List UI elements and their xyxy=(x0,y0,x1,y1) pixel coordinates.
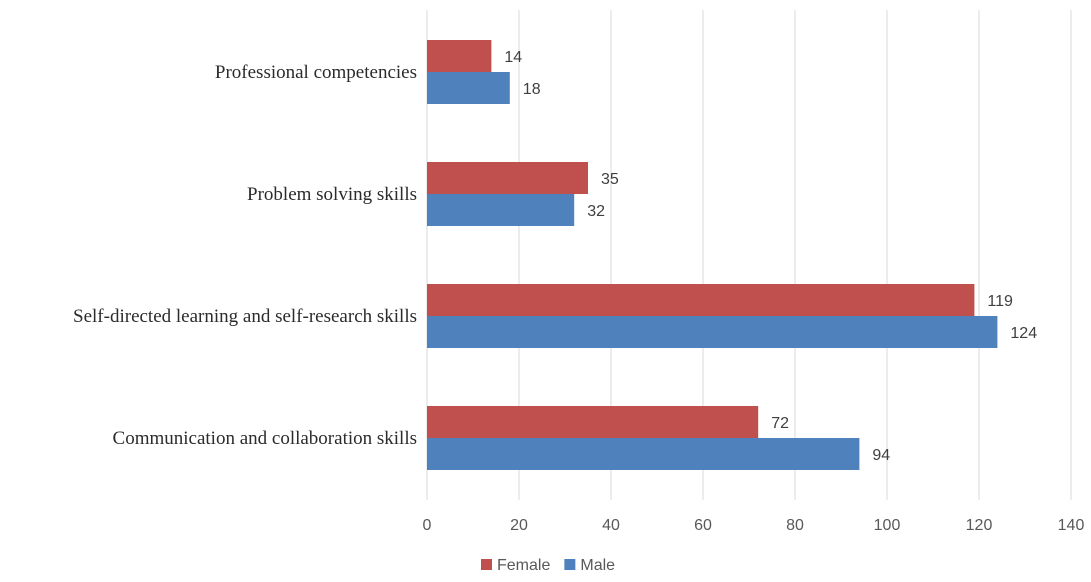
legend-label-female: Female xyxy=(497,557,550,574)
bar-male-professional-competencies xyxy=(427,72,510,104)
value-label-female-problem-solving-skills: 35 xyxy=(601,171,619,188)
x-tick-label-140: 140 xyxy=(1058,517,1085,534)
bar-female-self-directed-learning-and-self-research-skills xyxy=(427,284,975,316)
category-label-self-directed-learning-and-self-research-skills: Self-directed learning and self-research… xyxy=(73,306,417,327)
category-label-communication-and-collaboration-skills: Communication and collaboration skills xyxy=(113,428,417,449)
x-tick-label-20: 20 xyxy=(510,517,528,534)
bar-female-professional-competencies xyxy=(427,40,492,72)
legend: Female Male xyxy=(481,557,615,574)
value-label-male-problem-solving-skills: 32 xyxy=(587,203,605,220)
x-tick-label-0: 0 xyxy=(423,517,432,534)
bar-male-problem-solving-skills xyxy=(427,194,575,226)
category-label-problem-solving-skills: Problem solving skills xyxy=(247,184,417,205)
value-label-male-self-directed-learning-and-self-research-skills: 124 xyxy=(1010,325,1037,342)
x-tick-label-120: 120 xyxy=(966,517,993,534)
category-label-professional-competencies: Professional competencies xyxy=(215,62,417,83)
legend-label-male: Male xyxy=(580,557,615,574)
legend-swatch-female xyxy=(481,559,492,570)
bar-female-problem-solving-skills xyxy=(427,162,588,194)
bar-male-self-directed-learning-and-self-research-skills xyxy=(427,316,998,348)
gridlines xyxy=(426,10,1072,500)
value-label-female-communication-and-collaboration-skills: 72 xyxy=(771,415,789,432)
x-tick-label-80: 80 xyxy=(786,517,804,534)
value-label-male-communication-and-collaboration-skills: 94 xyxy=(872,447,890,464)
x-tick-label-40: 40 xyxy=(602,517,620,534)
bar-male-communication-and-collaboration-skills xyxy=(427,438,860,470)
value-label-male-professional-competencies: 18 xyxy=(523,81,541,98)
value-label-female-professional-competencies: 14 xyxy=(504,49,522,66)
x-tick-label-100: 100 xyxy=(874,517,901,534)
x-axis-tick-labels: 0 20 40 60 80 100 120 140 xyxy=(423,517,1085,534)
legend-swatch-male xyxy=(564,559,576,570)
value-label-female-self-directed-learning-and-self-research-skills: 119 xyxy=(987,293,1013,310)
x-tick-label-60: 60 xyxy=(694,517,712,534)
bar-female-communication-and-collaboration-skills xyxy=(427,406,759,438)
bars xyxy=(427,40,998,470)
category-labels: Professional competencies Problem solving… xyxy=(73,62,417,449)
